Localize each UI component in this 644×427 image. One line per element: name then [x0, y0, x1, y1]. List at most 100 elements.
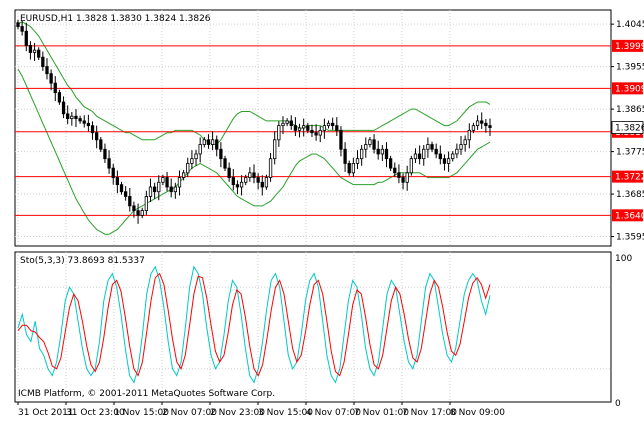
candle-body: [463, 139, 467, 145]
candle-body: [360, 148, 364, 160]
candle-body: [355, 158, 360, 164]
candle-body: [252, 172, 256, 178]
candle-body: [41, 56, 45, 68]
candle-body: [152, 186, 157, 193]
candle-body: [231, 177, 235, 186]
candle-body: [413, 153, 418, 160]
candle-body: [426, 144, 430, 150]
level-label: 1.3999: [615, 42, 644, 52]
candle-body: [128, 196, 132, 207]
candle-body: [132, 205, 136, 212]
candle-body: [186, 162, 190, 174]
candle-body: [219, 148, 223, 160]
stoch-signal-line: [17, 272, 491, 377]
candle-body: [409, 158, 413, 174]
candle-body: [215, 139, 219, 150]
candle-body: [488, 125, 492, 128]
time-tick-label: 3 Nov 15:00: [258, 408, 313, 418]
candle-body: [165, 177, 169, 188]
current-price-label: 1.3826: [615, 124, 644, 134]
candle-body: [99, 139, 103, 150]
candle-body: [438, 153, 442, 160]
band-upper-line: [17, 21, 491, 145]
candle-body: [144, 196, 148, 212]
candle-body: [442, 158, 447, 164]
candle-body: [322, 125, 327, 131]
price-tick-label: 1.3955: [616, 63, 644, 73]
candle-body: [227, 167, 231, 178]
candle-body: [318, 129, 322, 136]
candle-body: [248, 172, 252, 178]
time-tick-label: 2 Nov 23:00: [210, 408, 265, 418]
candle-body: [198, 144, 202, 155]
candle-body: [306, 125, 310, 131]
candle-body: [475, 120, 480, 127]
candle-body: [484, 122, 488, 127]
time-tick-label: 31 Oct 23:00: [66, 408, 125, 418]
candle-body: [351, 162, 356, 174]
level-label: 1.3722: [615, 173, 644, 183]
time-tick-label: 7 Nov 17:00: [402, 408, 457, 418]
candle-body: [61, 101, 66, 115]
candle-body: [264, 177, 269, 188]
candle-body: [467, 129, 471, 141]
time-tick-label: 7 Nov 01:00: [354, 408, 409, 418]
candle-body: [210, 139, 215, 145]
candle-body: [32, 49, 37, 53]
candle-body: [384, 148, 389, 160]
candle-body: [339, 129, 343, 150]
candle-body: [401, 177, 405, 183]
candle-body: [140, 210, 144, 216]
candle-body: [277, 125, 281, 141]
stochastic-lines: [17, 265, 491, 384]
price-axis: 1.4045 1.3955 1.3865 1.3775 1.3685 1.3595: [611, 20, 644, 243]
candle-body: [417, 153, 422, 160]
candle-body: [451, 153, 455, 160]
candle-body: [273, 139, 277, 160]
level-label-box: [612, 39, 643, 52]
candle-body: [82, 120, 86, 124]
candle-body: [480, 120, 484, 124]
candle-body: [190, 158, 194, 164]
candle-body: [376, 148, 380, 155]
candle-body: [256, 177, 260, 183]
indicator-tick-bottom: 0: [615, 399, 621, 409]
candle-body: [297, 127, 302, 131]
candle-body: [16, 22, 20, 27]
candle-body: [194, 153, 198, 160]
price-tick-label: 1.4045: [616, 20, 644, 30]
candle-body: [310, 129, 314, 134]
indicator-tick-top: 100: [615, 254, 632, 264]
candle-body: [446, 158, 451, 164]
candle-body: [103, 148, 107, 160]
candle-body: [268, 158, 273, 178]
candle-body: [28, 45, 33, 53]
candle-body: [302, 125, 306, 129]
candle-body: [49, 73, 53, 84]
candle-body: [372, 139, 376, 150]
candle-body: [455, 148, 459, 155]
candle-body: [388, 158, 393, 169]
candle-body: [335, 125, 339, 131]
candle-body: [347, 162, 351, 174]
level-label-box: [612, 170, 643, 183]
price-tick-label: 1.3685: [616, 190, 644, 200]
time-tick-label: 4 Nov 07:00: [306, 408, 361, 418]
candle-body: [239, 181, 244, 188]
candle-body: [107, 158, 111, 169]
candle-body: [181, 172, 186, 178]
candle-body: [285, 120, 289, 124]
candle-body: [331, 122, 335, 127]
candle-body: [169, 186, 173, 193]
candle-body: [119, 184, 124, 193]
candle-body: [111, 167, 115, 178]
candle-body: [364, 144, 368, 150]
candle-body: [343, 148, 347, 164]
candle-body: [289, 120, 293, 127]
time-tick-label: 2 Nov 07:00: [162, 408, 217, 418]
candle-body: [78, 118, 82, 122]
time-tick-label: 31 Oct 2011: [18, 408, 74, 418]
candle-body: [459, 144, 463, 150]
candle-body: [24, 30, 28, 46]
candle-body: [74, 115, 78, 119]
